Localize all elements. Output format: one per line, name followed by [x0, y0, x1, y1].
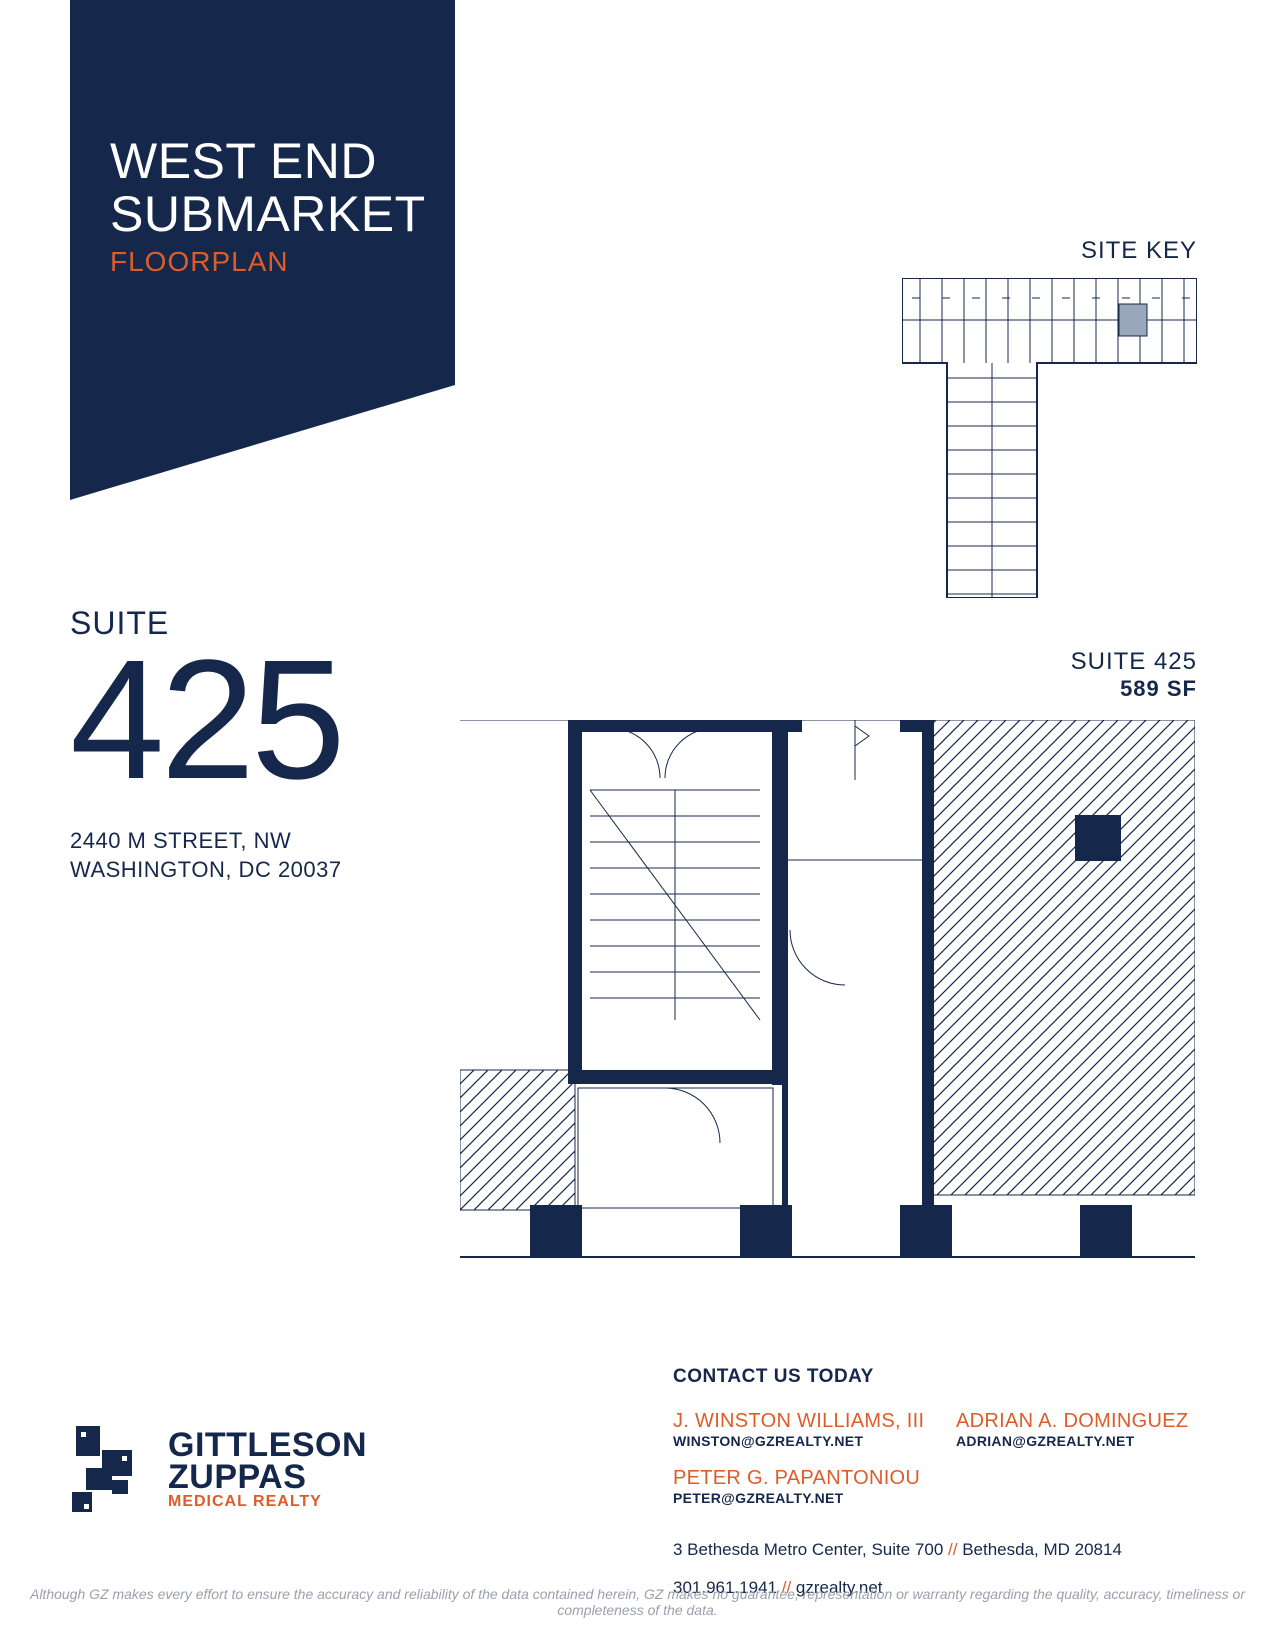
- contact-name-2: PETER G. PAPANTONIOU: [673, 1467, 928, 1490]
- contact-email-0: WINSTON@GZREALTY.NET: [673, 1433, 928, 1449]
- contact-person-0: J. WINSTON WILLIAMS, III WINSTON@GZREALT…: [673, 1410, 928, 1449]
- sitekey-svg: [902, 278, 1197, 598]
- suite-block: SUITE 425 2440 M STREET, NW WASHINGTON, …: [70, 605, 342, 884]
- contact-row-2: PETER G. PAPANTONIOU PETER@GZREALTY.NET: [673, 1467, 1233, 1524]
- banner-title-line1: WEST END: [110, 135, 426, 188]
- banner-title-line2: SUBMARKET: [110, 188, 426, 241]
- logo-text: GITTLESON ZUPPAS MEDICAL REALTY: [168, 1429, 367, 1512]
- banner-text: WEST END SUBMARKET FLOORPLAN: [110, 135, 426, 278]
- office-addr-b: Bethesda, MD 20814: [962, 1540, 1122, 1559]
- suite-number: 425: [70, 644, 342, 797]
- contact-name-1: ADRIAN A. DOMINGUEZ: [956, 1410, 1211, 1433]
- contact-person-2: PETER G. PAPANTONIOU PETER@GZREALTY.NET: [673, 1467, 928, 1506]
- contact-heading: CONTACT US TODAY: [673, 1366, 1233, 1388]
- logo-name2: ZUPPAS: [168, 1461, 367, 1493]
- sitekey-diagram: [902, 278, 1197, 603]
- sitekey-label: SITE KEY: [1081, 237, 1197, 265]
- banner-subtitle: FLOORPLAN: [110, 246, 426, 278]
- logo-area: GITTLESON ZUPPAS MEDICAL REALTY: [72, 1420, 367, 1520]
- slashes-icon: //: [948, 1540, 962, 1559]
- address-line2: WASHINGTON, DC 20037: [70, 856, 342, 885]
- detail-sf: 589 SF: [1071, 676, 1197, 702]
- floorplan-main: [460, 720, 1195, 1280]
- logo-icon: [72, 1420, 150, 1520]
- office-addr-a: 3 Bethesda Metro Center, Suite 700: [673, 1540, 943, 1559]
- office-line-1: 3 Bethesda Metro Center, Suite 700 // Be…: [673, 1538, 1233, 1562]
- logo-tagline: MEDICAL REALTY: [168, 1493, 367, 1511]
- contact-row-1: J. WINSTON WILLIAMS, III WINSTON@GZREALT…: [673, 1410, 1233, 1467]
- contact-email-1: ADRIAN@GZREALTY.NET: [956, 1433, 1211, 1449]
- address-line1: 2440 M STREET, NW: [70, 827, 342, 856]
- detail-info: SUITE 425 589 SF: [1071, 648, 1197, 702]
- logo-name1: GITTLESON: [168, 1429, 367, 1461]
- detail-suite: SUITE 425: [1071, 648, 1197, 676]
- contact-block: CONTACT US TODAY J. WINSTON WILLIAMS, II…: [673, 1366, 1233, 1600]
- contact-email-2: PETER@GZREALTY.NET: [673, 1490, 928, 1506]
- contact-name-0: J. WINSTON WILLIAMS, III: [673, 1410, 928, 1433]
- floorplan-svg: [460, 720, 1195, 1275]
- disclaimer-text: Although GZ makes every effort to ensure…: [0, 1586, 1275, 1618]
- contact-person-1: ADRIAN A. DOMINGUEZ ADRIAN@GZREALTY.NET: [956, 1410, 1211, 1449]
- suite-address: 2440 M STREET, NW WASHINGTON, DC 20037: [70, 827, 342, 884]
